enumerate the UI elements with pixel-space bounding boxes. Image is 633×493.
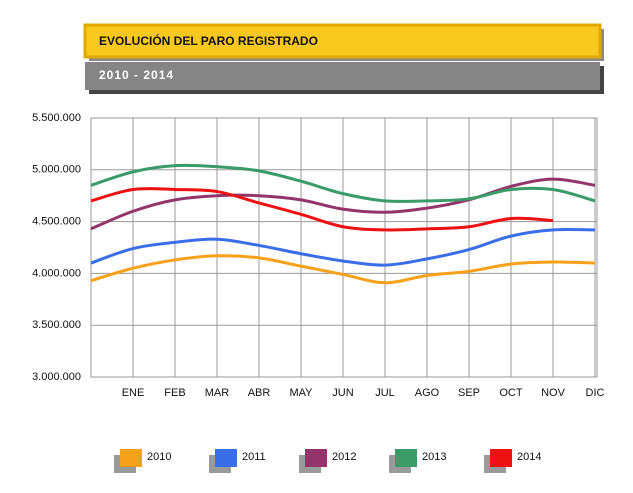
series-line — [90, 227, 596, 267]
legend-swatch — [395, 449, 417, 467]
legend-label: 2013 — [422, 451, 446, 463]
x-tick-label: SEP — [458, 387, 480, 399]
x-tick-label: ENE — [122, 387, 145, 399]
y-tick-label: 4.000.000 — [32, 267, 81, 279]
legend-label: 2011 — [242, 451, 266, 463]
series-line — [90, 163, 596, 204]
x-tick-label: MAR — [205, 387, 230, 399]
chart-title: EVOLUCIÓN DEL PARO REGISTRADO — [99, 33, 318, 48]
y-tick-label: 3.000.000 — [32, 371, 81, 383]
x-tick-label: FEB — [164, 387, 185, 399]
x-tick-label: OCT — [499, 387, 523, 399]
series-line — [90, 177, 596, 231]
plot-area — [90, 117, 598, 378]
legend-label: 2010 — [147, 451, 171, 463]
legend-label: 2012 — [332, 451, 356, 463]
series-line — [90, 187, 554, 232]
y-tick-label: 4.500.000 — [32, 216, 81, 228]
x-tick-label: NOV — [541, 387, 566, 399]
title-box — [83, 23, 602, 59]
x-tick-label: DIC — [586, 387, 605, 399]
legend-swatch — [215, 449, 237, 467]
x-tick-label: JUN — [332, 387, 353, 399]
chart-subtitle: 2010 - 2014 — [99, 68, 174, 82]
y-tick-label: 5.000.000 — [32, 164, 81, 176]
y-tick-label: 3.500.000 — [32, 319, 81, 331]
x-tick-label: ABR — [248, 387, 271, 399]
series-line — [90, 254, 596, 285]
x-tick-label: AGO — [415, 387, 440, 399]
legend-swatch — [305, 449, 327, 467]
legend-label: 2014 — [517, 451, 541, 463]
x-tick-label: JUL — [375, 387, 395, 399]
legend-swatch — [490, 449, 512, 467]
y-tick-label: 5.500.000 — [32, 112, 81, 124]
legend-swatch — [120, 449, 142, 467]
x-tick-label: MAY — [289, 387, 313, 399]
subtitle-box — [85, 62, 600, 90]
